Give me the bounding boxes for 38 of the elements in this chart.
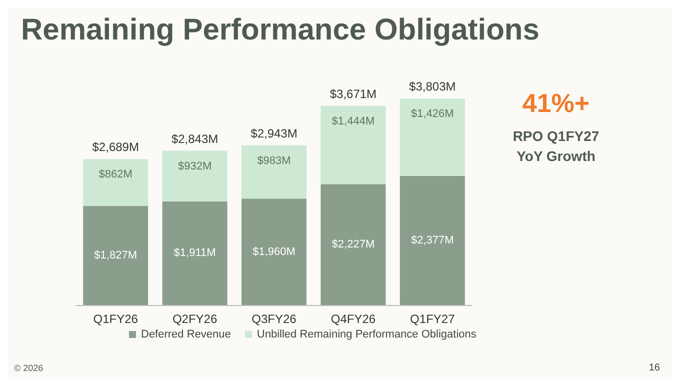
data-label: $2,377M [410, 234, 454, 247]
data-label: $1,444M [332, 115, 375, 128]
data-label: $1,827M [94, 249, 138, 262]
x-tick-label: Q2FY26 [172, 312, 218, 326]
bar [162, 201, 228, 305]
bar [83, 206, 148, 305]
x-tick-label: Q1FY27 [410, 312, 456, 326]
bar [400, 98, 465, 176]
legend-label: Deferred Revenue [141, 328, 231, 340]
bar [242, 198, 306, 305]
bar [400, 176, 465, 305]
bar [320, 184, 386, 305]
chart-title: Remaining Performance Obligations [21, 14, 540, 46]
legend-label: Unbilled Remaining Performance Obligations [256, 328, 477, 340]
bar [162, 150, 228, 202]
total-label: $2,943M [250, 126, 298, 140]
data-label: $2,227M [332, 238, 375, 251]
x-tick-label: Q3FY26 [252, 312, 297, 326]
total-label: $3,803M [409, 80, 456, 94]
total-label: $3,671M [330, 86, 377, 101]
data-label: $932M [178, 160, 212, 172]
total-label: $2,843M [171, 132, 218, 146]
text: © 2026 [14, 363, 44, 373]
bar [83, 159, 148, 206]
total-label: $2,689M [92, 140, 139, 154]
text: 16 [648, 362, 660, 374]
data-label: $1,960M [252, 246, 296, 258]
bar [242, 145, 306, 199]
data-label: $862M [98, 168, 132, 181]
data-label: $1,911M [174, 247, 216, 260]
text: 41%+ [522, 88, 590, 118]
text: RPO Q1FY27 [512, 128, 600, 144]
data-label: $1,426M [410, 108, 454, 120]
x-tick-label: Q4FY26 [330, 312, 376, 326]
x-tick-label: Q1FY26 [93, 312, 138, 326]
data-label: $983M [257, 154, 291, 167]
bar [320, 106, 386, 184]
text: YoY Growth [516, 148, 596, 164]
